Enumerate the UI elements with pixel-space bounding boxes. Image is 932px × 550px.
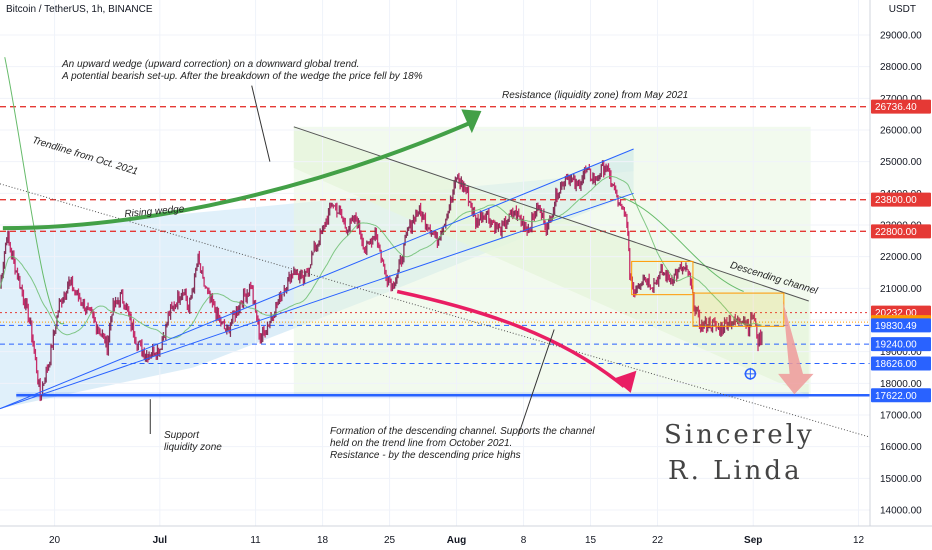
- wedge-lower-line: [0, 192, 634, 410]
- resistance-note: Resistance (liquidity zone) from May 202…: [502, 90, 689, 101]
- x-tick-label: 15: [585, 535, 597, 546]
- price-level-tag: [871, 388, 931, 403]
- x-tick-label: 25: [384, 535, 396, 546]
- support-liquidity-band: [16, 392, 809, 399]
- x-tick-label: 22: [652, 535, 664, 546]
- price-level-tag-label: 18626.00: [875, 359, 917, 370]
- y-tick-label: 17000.00: [880, 411, 922, 422]
- price-level-tag: [871, 318, 931, 333]
- y-tick-label: 25000.00: [880, 157, 922, 168]
- x-tick-label: Aug: [447, 535, 466, 546]
- y-tick-label: 21000.00: [880, 284, 922, 295]
- channel-upper-line: [293, 126, 809, 302]
- drawings-layer: [0, 85, 871, 438]
- signature-line-2: R. Linda: [668, 456, 803, 486]
- price-axis-panel: [870, 0, 932, 550]
- x-tick-label: 8: [521, 535, 527, 546]
- grid-layer: [0, 0, 870, 526]
- range-box-1: [631, 260, 694, 296]
- channel-note-pointer: [518, 329, 555, 435]
- long-ma-line: [4, 57, 65, 325]
- y-tick-label: 28000.00: [880, 62, 922, 73]
- wedge-note-line-2: A potential bearish set-up. After the br…: [62, 71, 423, 82]
- y-tick-label: 29000.00: [880, 31, 922, 42]
- channel-note: Formation of the descending channel. Sup…: [330, 426, 595, 462]
- wedge-upper-line: [0, 148, 634, 410]
- channel-note-line-1: Formation of the descending channel. Sup…: [330, 426, 595, 437]
- y-tick-label: 16000.00: [880, 442, 922, 453]
- x-tick-label: 11: [250, 535, 261, 546]
- magenta-arrow-head: [613, 370, 637, 393]
- oct-2021-trendline: [0, 183, 871, 438]
- price-level-tag-label: 22800.00: [875, 227, 917, 238]
- price-level-tag: [871, 224, 931, 239]
- support-note-line-1: Support: [164, 430, 200, 441]
- moving-average-line: [0, 176, 762, 339]
- quote-currency: USDT: [888, 4, 916, 15]
- x-tick-label: Jul: [153, 535, 168, 546]
- x-tick-label: 20: [49, 535, 61, 546]
- y-tick-label: 26000.00: [880, 126, 922, 137]
- price-level-tag: [871, 99, 931, 114]
- range-box-2: [692, 292, 785, 327]
- signature-line-1: Sincerely: [664, 420, 815, 450]
- channel-note-line-2: held on the trend line from October 2021…: [330, 438, 513, 449]
- green-arrow-head: [461, 109, 482, 134]
- price-level-tag-label: 23800.00: [875, 195, 917, 206]
- projection-arrow: [778, 301, 814, 395]
- wedge-note-pointer: [251, 85, 271, 162]
- time-axis-panel: [0, 526, 932, 550]
- y-tick-label: 14000.00: [880, 506, 922, 517]
- price-level-tag-label: 26736.40: [875, 102, 917, 113]
- y-tick-label: 15000.00: [880, 474, 922, 485]
- wedge-note-line-1: An upward wedge (upward correction) on a…: [62, 59, 360, 70]
- price-level-tag: [871, 337, 931, 352]
- channel-note-line-3: Resistance - by the descending price hig…: [330, 450, 521, 461]
- price-level-tag-label: 20232.00: [875, 308, 917, 319]
- y-tick-label: 22000.00: [880, 252, 922, 263]
- y-tick-label: 18000.00: [880, 379, 922, 390]
- x-tick-label: 12: [853, 535, 865, 546]
- ma-tail-line: [619, 196, 744, 292]
- price-level-tag: [871, 192, 931, 207]
- price-level-tag-label: 17622.00: [875, 391, 917, 402]
- price-layer: [0, 57, 763, 402]
- x-tick-label: 18: [317, 535, 329, 546]
- y-tick-label: 27000.00: [880, 94, 922, 105]
- channel-range-zone: [293, 126, 811, 396]
- support-note: Support liquidity zone: [164, 430, 222, 454]
- green-curved-arrow: [2, 118, 477, 231]
- price-level-tag-label: 19830.49: [875, 321, 917, 332]
- price-level-tag-label: 19240.00: [875, 340, 917, 351]
- magenta-curved-arrow: [396, 289, 626, 388]
- support-note-line-2: liquidity zone: [164, 442, 222, 453]
- wedge-note: An upward wedge (upward correction) on a…: [62, 59, 423, 83]
- y-tick-label: 19000.00: [880, 347, 922, 358]
- chart-title: Bitcoin / TetherUS, 1h, BINANCE: [6, 4, 153, 15]
- price-level-tag: [871, 356, 931, 371]
- x-tick-label: Sep: [744, 535, 762, 546]
- levels-layer: [0, 106, 870, 399]
